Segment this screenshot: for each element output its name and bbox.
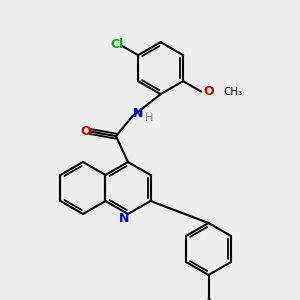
Text: O: O bbox=[204, 85, 214, 98]
Text: CH₃: CH₃ bbox=[223, 87, 242, 97]
Text: H: H bbox=[144, 113, 153, 123]
Text: N: N bbox=[132, 107, 143, 120]
Text: N: N bbox=[119, 212, 129, 224]
Text: O: O bbox=[80, 125, 91, 138]
Text: Cl: Cl bbox=[111, 38, 124, 51]
